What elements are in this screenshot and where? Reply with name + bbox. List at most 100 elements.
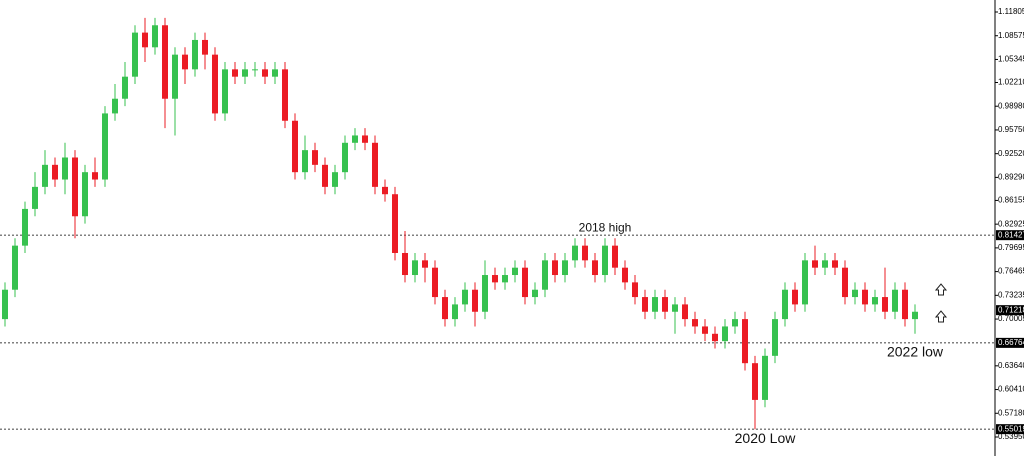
candle-body — [782, 289, 788, 320]
candle-body — [622, 267, 628, 283]
candle-body — [752, 363, 758, 400]
candle-body — [552, 260, 558, 276]
level-annotation: 2020 Low — [735, 430, 797, 446]
candle-body — [22, 208, 28, 246]
level-tag — [996, 424, 1024, 435]
candle-body — [252, 69, 258, 71]
arrow-icon — [934, 310, 948, 323]
candle-body — [632, 282, 638, 298]
candle-body — [82, 172, 88, 217]
candle-body — [912, 311, 918, 320]
candle-body — [242, 69, 248, 77]
candle-body — [572, 245, 578, 261]
candle-body — [712, 333, 718, 342]
candle-body — [452, 304, 458, 320]
arrow-icon — [934, 283, 948, 296]
candle-body — [262, 69, 268, 77]
level-tag — [996, 230, 1024, 241]
level-label: 0.81427 — [998, 230, 1024, 239]
candle-body — [602, 245, 608, 276]
y-tick-label: 0.76465 — [998, 267, 1024, 276]
candle-body — [322, 164, 328, 187]
candle-body — [232, 69, 238, 77]
candle-body — [492, 275, 498, 283]
candle-body — [582, 245, 588, 261]
candle-body — [842, 267, 848, 298]
candle-body — [412, 260, 418, 276]
candle-body — [42, 164, 48, 187]
candle-body — [302, 150, 308, 173]
candle-body — [92, 172, 98, 180]
candle-body — [172, 54, 178, 99]
level-annotation: 2018 high — [579, 220, 632, 234]
candle-body — [62, 157, 68, 180]
candle-body — [882, 297, 888, 312]
candle-body — [432, 267, 438, 298]
candle-body — [902, 289, 908, 320]
candle-body — [592, 260, 598, 276]
candle-body — [672, 304, 678, 312]
candle-body — [652, 297, 658, 312]
level-tag — [996, 337, 1024, 348]
candle-body — [732, 319, 738, 327]
candle-body — [102, 113, 108, 180]
candle-body — [332, 172, 338, 187]
candle-body — [682, 304, 688, 320]
candle-body — [212, 54, 218, 114]
candle-body — [162, 25, 168, 99]
candle-body — [892, 289, 898, 312]
y-tick-label: 0.73235 — [998, 290, 1024, 299]
candle-body — [272, 69, 278, 77]
y-tick-label: 0.82925 — [998, 219, 1024, 228]
candle-body — [482, 275, 488, 312]
candle-body — [542, 260, 548, 290]
candle-body — [122, 76, 128, 99]
candle-body — [532, 289, 538, 298]
y-tick-label: 0.86155 — [998, 196, 1024, 205]
candle-body — [472, 289, 478, 312]
level-label: 0.66764 — [998, 338, 1024, 347]
candle-body — [282, 69, 288, 121]
y-tick-label: 0.79695 — [998, 243, 1024, 252]
candle-body — [722, 326, 728, 342]
candle-body — [692, 319, 698, 327]
candle-body — [442, 297, 448, 320]
candle-body — [642, 297, 648, 312]
candle-body — [762, 355, 768, 400]
candle-body — [382, 186, 388, 195]
candle-body — [2, 289, 8, 320]
candle-body — [502, 275, 508, 283]
level-label: 0.55019 — [998, 424, 1024, 433]
level-annotation: 2022 low — [887, 344, 944, 360]
candle-body — [72, 157, 78, 217]
y-tick-label: 1.11805 — [998, 7, 1024, 16]
candle-body — [132, 32, 138, 77]
candle-body — [312, 150, 318, 165]
candle-body — [142, 32, 148, 48]
candle-body — [292, 120, 298, 173]
candle-body — [562, 260, 568, 276]
candle-body — [462, 289, 468, 305]
candle-body — [152, 25, 158, 48]
price-tag — [996, 305, 1024, 316]
candle-body — [872, 297, 878, 305]
candle-body — [742, 319, 748, 364]
candle-body — [352, 135, 358, 143]
candle-body — [52, 164, 58, 180]
candle-body — [222, 69, 228, 114]
candle-body — [372, 142, 378, 187]
candle-body — [852, 289, 858, 298]
y-tick-label: 1.05345 — [998, 55, 1024, 64]
candle-body — [792, 289, 798, 305]
candle-body — [772, 319, 778, 356]
candle-body — [512, 267, 518, 276]
